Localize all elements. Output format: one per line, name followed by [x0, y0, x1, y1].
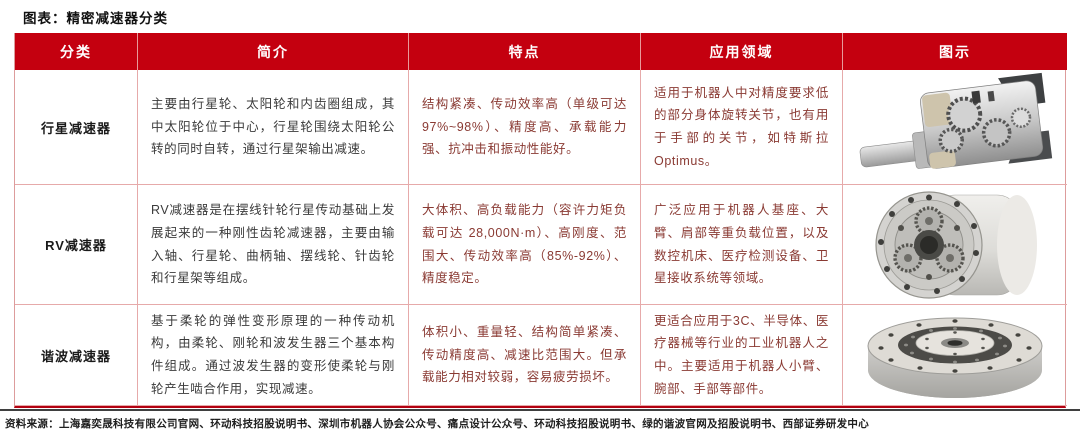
col-header-intro: 简介 [138, 33, 409, 70]
row-harmonic-applications: 更适合应用于3C、半导体、医疗器械等行业的工业机器人之中。主要适用于机器人小臂、… [641, 305, 843, 406]
source-divider [0, 409, 1080, 411]
row-planetary-image-cell [843, 70, 1067, 185]
row-harmonic-intro: 基于柔轮的弹性变形原理的一种传动机构，由柔轮、刚轮和波发生器三个基本构件组成。通… [138, 305, 409, 406]
row-rv-features-text: 大体积、高负载能力（容许力矩负载可达 28,000N·m）、高刚度、范围大、传动… [422, 203, 627, 286]
row-rv-category: RV减速器 [15, 185, 138, 305]
row-rv-image-cell [843, 185, 1067, 305]
row-planetary-category: 行星减速器 [15, 70, 138, 185]
source-note: 资料来源：上海嘉奕晟科技有限公司官网、环动科技招股说明书、深圳市机器人协会公众号… [5, 418, 869, 430]
row-harmonic-applications-text: 更适合应用于3C、半导体、医疗器械等行业的工业机器人之中。主要适用于机器人小臂、… [654, 313, 829, 396]
col-header-features: 特点 [409, 33, 641, 70]
rv-reducer-photo [875, 190, 1037, 299]
row-harmonic-features-text: 体积小、重量轻、结构简单紧凑、传动精度高、减速比范围大。但承载能力相对较弱，容易… [422, 324, 627, 385]
row-harmonic-category: 谐波减速器 [15, 305, 138, 406]
row-harmonic-image-cell [843, 305, 1067, 406]
row-planetary-applications-text: 适用于机器人中对精度要求低的部分身体旋转关节，也有用于手部的关节，如特斯拉 Op… [654, 85, 829, 168]
row-rv-applications-text: 广泛应用于机器人基座、大臂、肩部等重负载位置，以及数控机床、医疗检测设备、卫星接… [654, 203, 829, 286]
row-rv-intro-text: RV减速器是在摆线针轮行星传动基础上发展起来的一种刚性齿轮减速器，主要由输入轴、… [151, 203, 395, 286]
row-planetary-intro: 主要由行星轮、太阳轮和内齿圈组成，其中太阳轮位于中心，行星轮围绕太阳轮公转的同时… [138, 70, 409, 185]
row-planetary-features-text: 结构紧凑、传动效率高（单级可达 97%~98%）、精度高、承载能力强、抗冲击和振… [422, 96, 627, 157]
harmonic-reducer-photo [867, 317, 1043, 398]
row-planetary-features: 结构紧凑、传动效率高（单级可达 97%~98%）、精度高、承载能力强、抗冲击和振… [409, 70, 641, 185]
col-header-category: 分类 [15, 33, 138, 70]
row-harmonic-intro-text: 基于柔轮的弹性变形原理的一种传动机构，由柔轮、刚轮和波发生器三个基本构件组成。通… [151, 313, 395, 396]
row-rv-applications: 广泛应用于机器人基座、大臂、肩部等重负载位置，以及数控机床、医疗检测设备、卫星接… [641, 185, 843, 305]
row-rv-intro: RV减速器是在摆线针轮行星传动基础上发展起来的一种刚性齿轮减速器，主要由输入轴、… [138, 185, 409, 305]
reducer-classification-table: 分类 简介 特点 应用领域 图示 行星减速器 主要由行星轮、太阳轮和内齿圈组成，… [14, 33, 1067, 408]
row-harmonic-features: 体积小、重量轻、结构简单紧凑、传动精度高、减速比范围大。但承载能力相对较弱，容易… [409, 305, 641, 406]
row-planetary-intro-text: 主要由行星轮、太阳轮和内齿圈组成，其中太阳轮位于中心，行星轮围绕太阳轮公转的同时… [151, 96, 395, 157]
row-rv-features: 大体积、高负载能力（容许力矩负载可达 28,000N·m）、高刚度、范围大、传动… [409, 185, 641, 305]
col-header-applications: 应用领域 [641, 33, 843, 70]
planetary-gearbox-photo [859, 72, 1053, 169]
row-planetary-applications: 适用于机器人中对精度要求低的部分身体旋转关节，也有用于手部的关节，如特斯拉 Op… [641, 70, 843, 185]
col-header-image: 图示 [843, 33, 1067, 70]
figure-title: 图表：精密减速器分类 [23, 11, 168, 26]
